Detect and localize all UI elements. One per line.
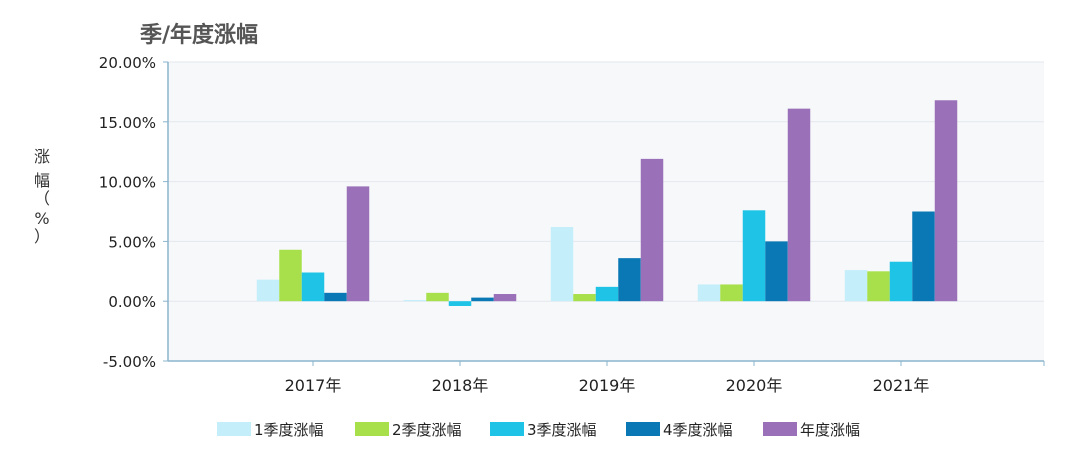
bar[interactable] [426, 292, 449, 302]
bar[interactable] [934, 100, 958, 302]
legend-label[interactable]: 1季度涨幅 [254, 421, 324, 439]
x-tick-label: 2017年 [285, 376, 342, 395]
bar[interactable] [765, 241, 788, 302]
bar[interactable] [346, 186, 370, 302]
bar[interactable] [471, 297, 494, 302]
bar[interactable] [448, 301, 472, 306]
bar[interactable] [324, 292, 347, 302]
legend-label[interactable]: 4季度涨幅 [663, 421, 733, 439]
y-axis-label: 涨幅（%） [34, 147, 50, 246]
legend-swatch[interactable] [490, 422, 524, 436]
y-tick-label: -5.00% [103, 353, 156, 371]
y-tick-label: 20.00% [99, 54, 156, 72]
bar[interactable] [550, 227, 574, 302]
bar[interactable] [912, 211, 935, 302]
x-tick-label: 2020年 [726, 376, 783, 395]
bar[interactable] [889, 261, 913, 302]
bar[interactable] [573, 294, 596, 302]
bar[interactable] [403, 300, 427, 302]
bar[interactable] [697, 284, 721, 302]
bar[interactable] [493, 294, 517, 302]
bar[interactable] [720, 284, 743, 302]
chart-title: 季/年度涨幅 [140, 22, 258, 48]
x-tick-label: 2019年 [579, 376, 636, 395]
bar[interactable] [256, 279, 280, 302]
bar[interactable] [844, 270, 868, 302]
bar[interactable] [742, 210, 766, 302]
bar[interactable] [640, 158, 664, 302]
y-tick-label: 10.00% [99, 174, 156, 192]
bar[interactable] [301, 272, 325, 302]
bar[interactable] [595, 286, 619, 302]
plot-area [168, 62, 1044, 361]
y-tick-label: 0.00% [108, 293, 156, 311]
legend-swatch[interactable] [626, 422, 660, 436]
y-tick-label: 15.00% [99, 114, 156, 132]
legend-swatch[interactable] [763, 422, 797, 436]
bar[interactable] [787, 108, 811, 302]
bar[interactable] [618, 258, 641, 302]
y-tick-label: 5.00% [108, 233, 156, 251]
legend-label[interactable]: 年度涨幅 [800, 421, 860, 439]
legend-swatch[interactable] [355, 422, 389, 436]
bar[interactable] [279, 249, 302, 302]
legend-label[interactable]: 2季度涨幅 [392, 421, 462, 439]
x-tick-label: 2021年 [873, 376, 930, 395]
legend-label[interactable]: 3季度涨幅 [527, 421, 597, 439]
bar[interactable] [867, 271, 890, 302]
legend-swatch[interactable] [217, 422, 251, 436]
x-tick-label: 2018年 [432, 376, 489, 395]
